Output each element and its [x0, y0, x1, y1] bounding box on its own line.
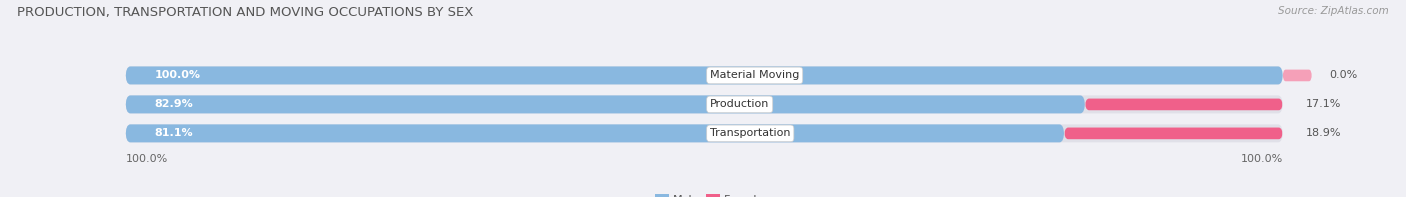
Text: Transportation: Transportation: [710, 128, 790, 138]
Text: 100.0%: 100.0%: [1240, 154, 1282, 164]
Text: 0.0%: 0.0%: [1329, 71, 1357, 80]
FancyBboxPatch shape: [125, 66, 1282, 85]
FancyBboxPatch shape: [125, 66, 1282, 85]
Text: 100.0%: 100.0%: [125, 154, 167, 164]
Text: Material Moving: Material Moving: [710, 71, 800, 80]
Text: Production: Production: [710, 99, 769, 109]
Text: 18.9%: 18.9%: [1306, 128, 1341, 138]
Legend: Male, Female: Male, Female: [651, 190, 769, 197]
FancyBboxPatch shape: [125, 124, 1064, 142]
FancyBboxPatch shape: [125, 124, 1282, 142]
Text: 82.9%: 82.9%: [155, 99, 194, 109]
Text: 17.1%: 17.1%: [1306, 99, 1341, 109]
FancyBboxPatch shape: [125, 95, 1282, 113]
FancyBboxPatch shape: [1282, 70, 1312, 81]
Text: Source: ZipAtlas.com: Source: ZipAtlas.com: [1278, 6, 1389, 16]
FancyBboxPatch shape: [125, 95, 1085, 113]
FancyBboxPatch shape: [1085, 98, 1282, 110]
FancyBboxPatch shape: [1064, 127, 1282, 139]
Text: 100.0%: 100.0%: [155, 71, 201, 80]
Text: 81.1%: 81.1%: [155, 128, 193, 138]
Text: PRODUCTION, TRANSPORTATION AND MOVING OCCUPATIONS BY SEX: PRODUCTION, TRANSPORTATION AND MOVING OC…: [17, 6, 474, 19]
